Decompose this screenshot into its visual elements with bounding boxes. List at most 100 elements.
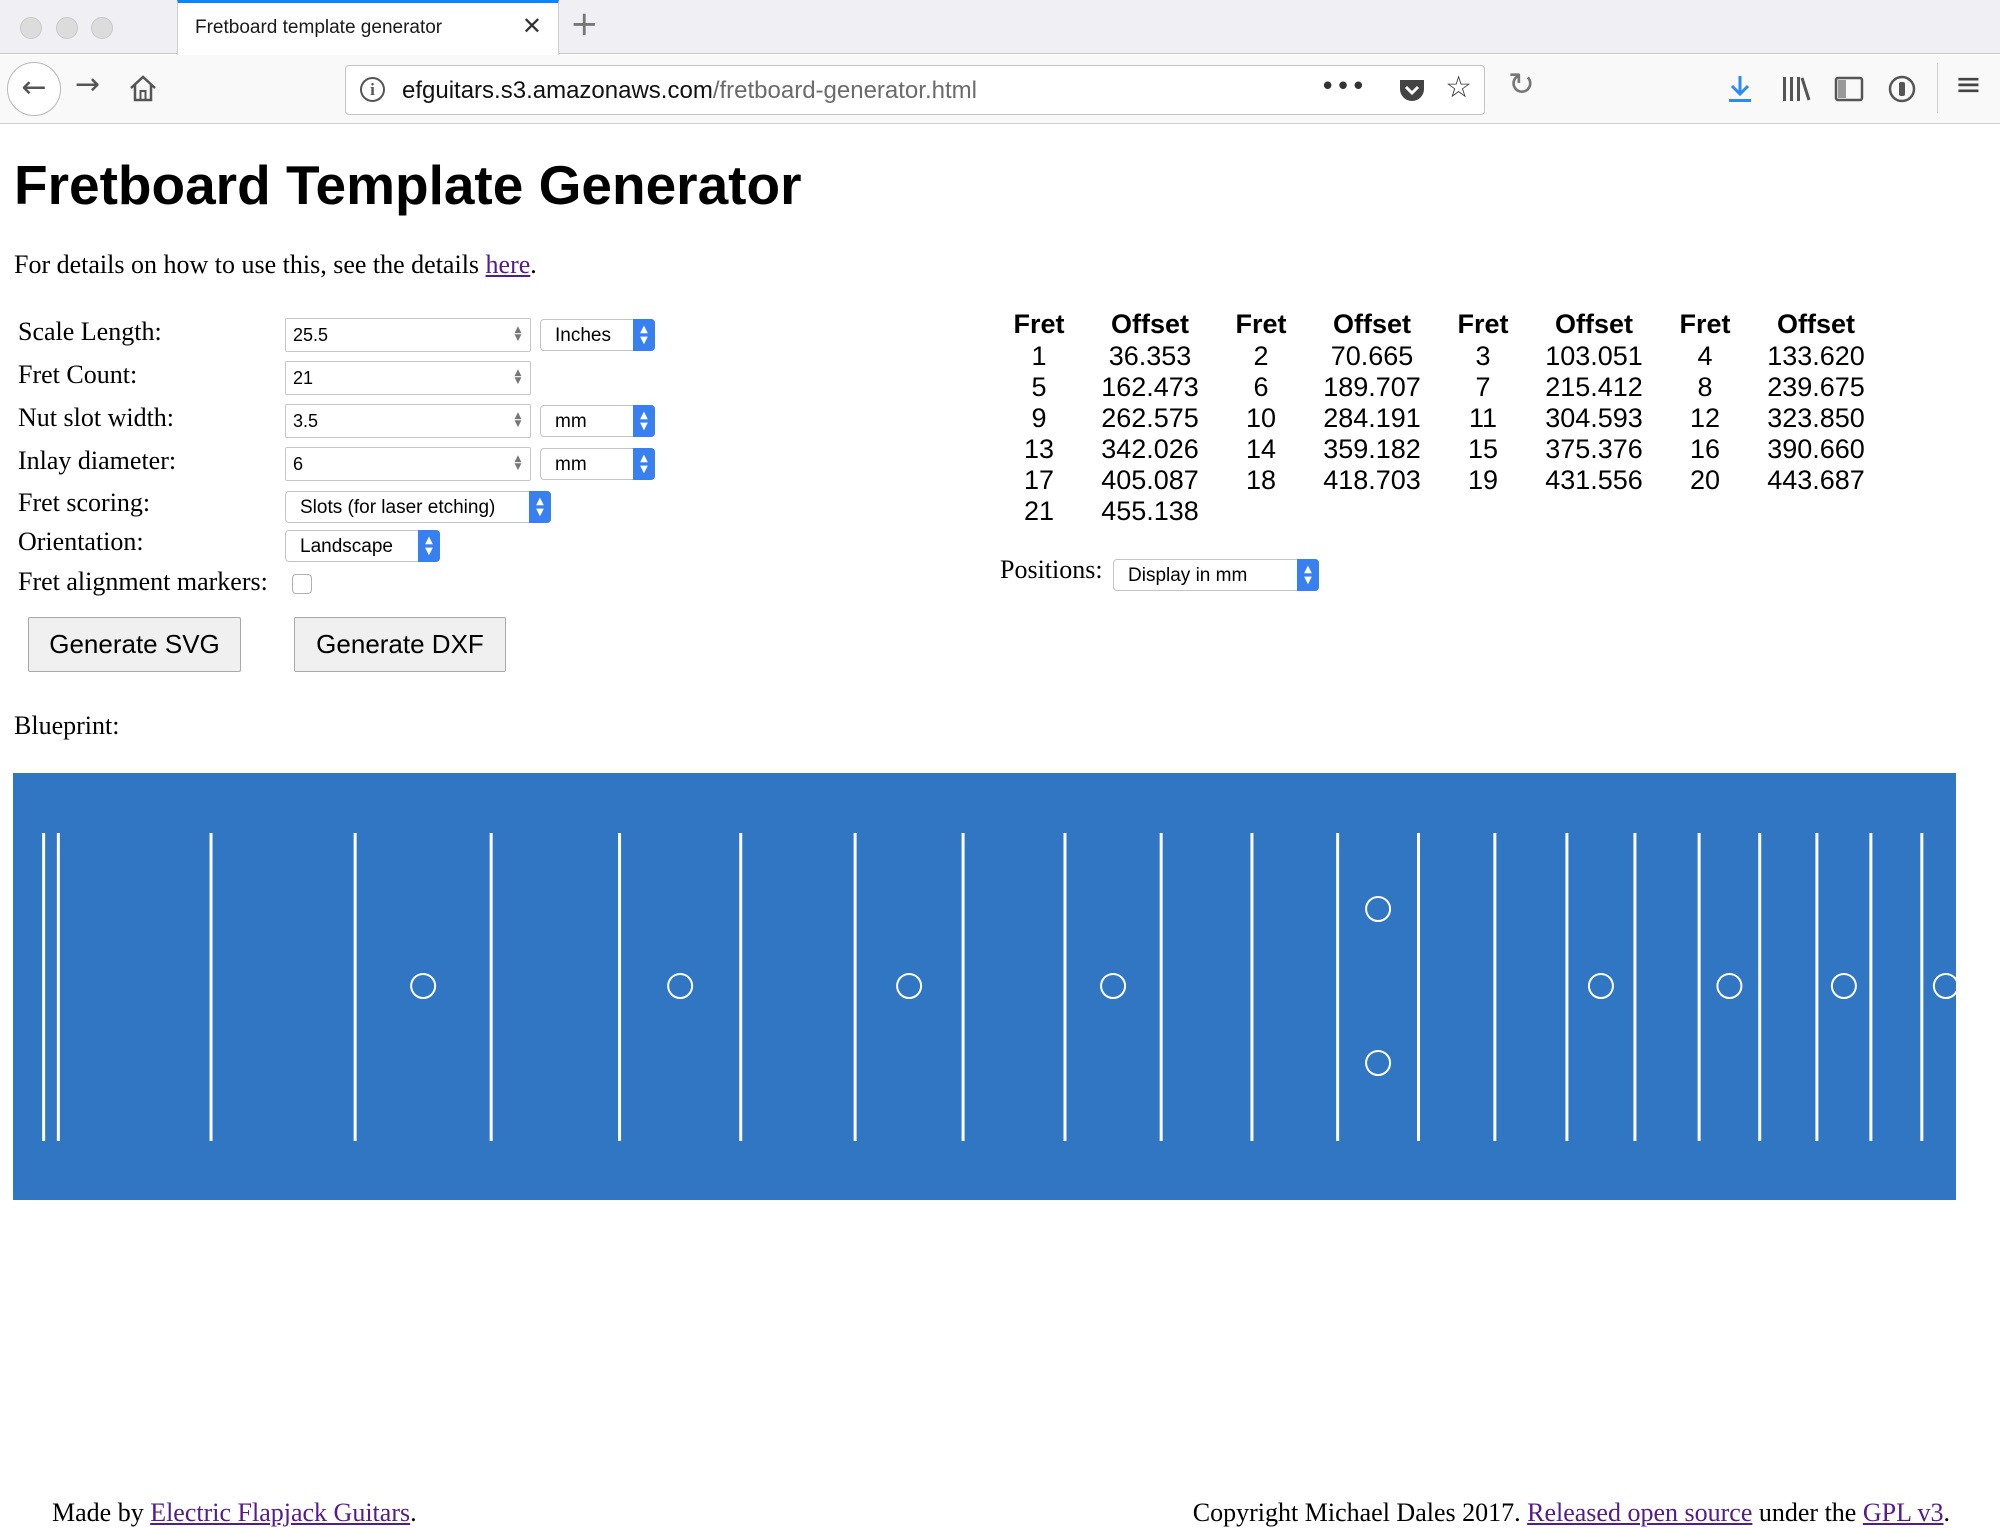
- nut-slot-unit-select[interactable]: mm ▲ ▼: [540, 405, 655, 437]
- fret-offset-cell: 359.182: [1323, 434, 1421, 464]
- new-tab-icon[interactable]: +: [570, 4, 599, 44]
- fret-offset-cell: 443.687: [1767, 465, 1865, 495]
- downloads-icon[interactable]: [1727, 74, 1753, 104]
- fret-number-cell: 20: [1689, 465, 1721, 495]
- table-row: 5 162.473 6 189.707 7 215.412 8 239.675: [990, 372, 1878, 403]
- table-row: 21 455.138: [990, 496, 1878, 527]
- url-text[interactable]: efguitars.s3.amazonaws.com/fretboard-gen…: [402, 77, 977, 104]
- inlay-unit-select[interactable]: mm ▲ ▼: [540, 448, 655, 480]
- orientation-select[interactable]: Landscape ▲ ▼: [285, 530, 440, 562]
- fret-number-cell: 15: [1467, 434, 1499, 464]
- fret-number-cell: 19: [1467, 465, 1499, 495]
- sidebar-icon[interactable]: [1834, 76, 1864, 102]
- fret-number-cell: 13: [1023, 434, 1055, 464]
- blueprint-background: [13, 773, 1956, 1200]
- home-icon[interactable]: [128, 73, 158, 103]
- inlay-marker: [896, 973, 923, 999]
- address-bar[interactable]: i efguitars.s3.amazonaws.com/fretboard-g…: [345, 65, 1485, 115]
- select-arrows-icon: ▲ ▼: [633, 448, 655, 480]
- generate-svg-button[interactable]: Generate SVG: [28, 617, 241, 672]
- inlay-marker: [1587, 973, 1614, 999]
- spinner-icon[interactable]: ▲ ▼: [514, 411, 522, 429]
- footer-made-by: Made by Electric Flapjack Guitars.: [52, 1498, 417, 1527]
- gpl-link[interactable]: GPL v3: [1862, 1498, 1944, 1527]
- fret-offset-cell: 390.660: [1767, 434, 1865, 464]
- tab-bar: Fretboard template generator ✕ +: [0, 0, 2000, 55]
- fret-offset-cell: 284.191: [1323, 403, 1421, 433]
- fret-scoring-select[interactable]: Slots (for laser etching) ▲ ▼: [285, 491, 551, 523]
- fret-offset-cell: 70.665: [1330, 341, 1414, 371]
- column-header-fret: Fret: [1013, 309, 1065, 339]
- fret-alignment-markers-checkbox[interactable]: [292, 574, 312, 594]
- inlay-marker: [1100, 973, 1127, 999]
- fret-scoring-label: Fret scoring:: [18, 488, 151, 517]
- table-row: 17 405.087 18 418.703 19 431.556 20 443.687: [990, 465, 1878, 496]
- inlay-marker: [1365, 1050, 1392, 1076]
- column-header-offset: Offset: [1332, 309, 1411, 339]
- fret-number-cell: 18: [1245, 465, 1277, 495]
- window-minimize-dot[interactable]: [56, 17, 78, 39]
- blueprint-label: Blueprint:: [14, 711, 120, 740]
- released-open-source-link[interactable]: Released open source: [1527, 1498, 1753, 1527]
- fret-offset-cell: 215.412: [1545, 372, 1643, 402]
- footer-copyright: Copyright Michael Dales 2017. Released o…: [1192, 1498, 1950, 1527]
- reload-icon[interactable]: ↻: [1508, 65, 1535, 103]
- column-header-fret: Fret: [1679, 309, 1731, 339]
- fret-offset-cell: 262.575: [1101, 403, 1199, 433]
- forward-arrow-icon[interactable]: →: [75, 67, 101, 102]
- spinner-icon[interactable]: ▲ ▼: [514, 368, 522, 386]
- scale-length-label: Scale Length:: [18, 317, 162, 346]
- extension-info-icon[interactable]: [1887, 74, 1917, 104]
- column-header-fret: Fret: [1235, 309, 1287, 339]
- electric-flapjack-link[interactable]: Electric Flapjack Guitars: [150, 1498, 411, 1527]
- orientation-label: Orientation:: [18, 527, 144, 556]
- page-actions-icon[interactable]: •••: [1319, 72, 1366, 102]
- window-close-dot[interactable]: [20, 17, 42, 39]
- fret-number-cell: 3: [1475, 341, 1491, 371]
- select-arrows-icon: ▲ ▼: [633, 405, 655, 437]
- fret-number-cell: 9: [1031, 403, 1047, 433]
- column-header-offset: Offset: [1554, 309, 1633, 339]
- back-arrow-icon[interactable]: ←: [7, 62, 61, 116]
- fret-count-input[interactable]: 21 ▲ ▼: [285, 361, 531, 395]
- spinner-icon[interactable]: ▲ ▼: [514, 325, 522, 343]
- fret-number-cell: 11: [1468, 403, 1498, 433]
- table-row: 9 262.575 10 284.191 11 304.593 12 323.850: [990, 403, 1878, 434]
- scale-length-unit-select[interactable]: Inches ▲ ▼: [540, 319, 655, 351]
- fret-number-cell: 7: [1475, 372, 1491, 402]
- active-tab[interactable]: Fretboard template generator ✕: [177, 0, 559, 55]
- fret-offset-cell: 431.556: [1545, 465, 1643, 495]
- nut-slot-width-input[interactable]: 3.5 ▲ ▼: [285, 404, 531, 438]
- column-header-fret: Fret: [1457, 309, 1509, 339]
- spinner-icon[interactable]: ▲ ▼: [514, 454, 522, 472]
- site-info-icon[interactable]: i: [360, 77, 385, 102]
- bookmark-star-icon[interactable]: ☆: [1445, 70, 1472, 105]
- close-tab-icon[interactable]: ✕: [521, 12, 542, 40]
- menu-icon[interactable]: ≡: [1955, 65, 1982, 103]
- table-header-row: Fret Offset Fret Offset Fret Offset Fret…: [990, 308, 1878, 341]
- inlay-diameter-input[interactable]: 6 ▲ ▼: [285, 447, 531, 481]
- fret-offset-cell: 455.138: [1101, 496, 1199, 526]
- fret-offset-cell: 239.675: [1767, 372, 1865, 402]
- window-zoom-dot[interactable]: [91, 17, 113, 39]
- fret-offset-cell: 323.850: [1767, 403, 1865, 433]
- inlay-marker: [667, 973, 694, 999]
- fret-offset-table: Fret Offset Fret Offset Fret Offset Fret…: [990, 308, 1878, 527]
- pocket-icon[interactable]: [1398, 78, 1426, 104]
- generate-dxf-button[interactable]: Generate DXF: [294, 617, 506, 672]
- details-link[interactable]: here: [485, 250, 531, 279]
- fret-number-cell: 5: [1031, 372, 1047, 402]
- library-icon[interactable]: [1781, 75, 1811, 103]
- select-arrows-icon: ▲ ▼: [1297, 559, 1319, 591]
- table-row: 1 36.353 2 70.665 3 103.051 4 133.620: [990, 341, 1878, 372]
- nut-slot-width-label: Nut slot width:: [18, 403, 175, 432]
- fret-number-cell: 16: [1689, 434, 1721, 464]
- fret-offset-cell: 304.593: [1545, 403, 1643, 433]
- fret-number-cell: 2: [1253, 341, 1269, 371]
- fret-number-cell: 14: [1245, 434, 1277, 464]
- scale-length-input[interactable]: 25.5 ▲ ▼: [285, 318, 531, 352]
- inlay-diameter-label: Inlay diameter:: [18, 446, 177, 475]
- fret-offset-cell: 103.051: [1545, 341, 1643, 371]
- positions-display-select[interactable]: Display in mm ▲ ▼: [1113, 559, 1319, 591]
- fret-number-cell: 1: [1031, 341, 1047, 371]
